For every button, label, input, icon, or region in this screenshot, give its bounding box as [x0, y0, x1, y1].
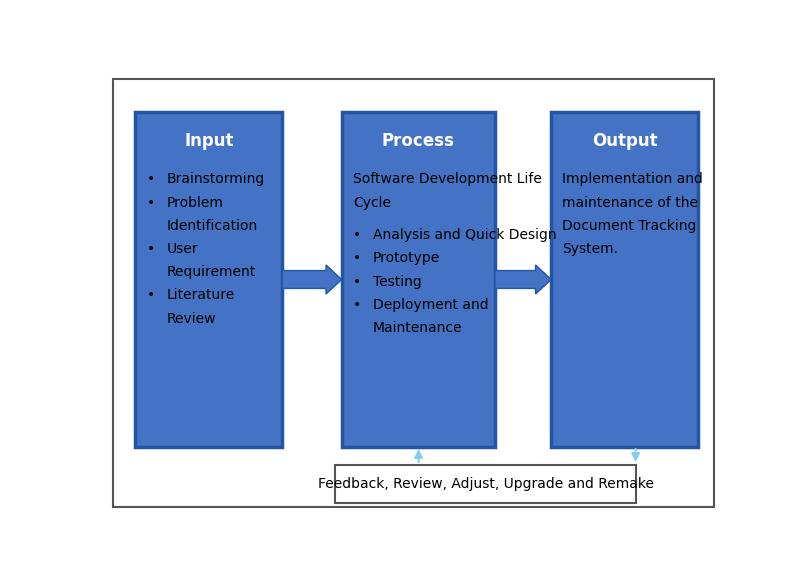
Text: •: •	[353, 228, 362, 242]
Text: Literature: Literature	[166, 288, 235, 302]
Text: •: •	[147, 288, 155, 302]
Text: Software Development Life: Software Development Life	[353, 172, 541, 186]
Text: Document Tracking: Document Tracking	[562, 219, 696, 233]
Text: Identification: Identification	[166, 219, 257, 233]
Text: Review: Review	[166, 311, 216, 325]
Text: Requirement: Requirement	[166, 265, 256, 279]
Polygon shape	[495, 265, 551, 294]
Text: •: •	[353, 251, 362, 265]
Text: •: •	[147, 195, 155, 209]
Text: maintenance of the: maintenance of the	[562, 195, 698, 209]
Text: Implementation and: Implementation and	[562, 172, 704, 186]
Text: •: •	[147, 172, 155, 186]
Text: Input: Input	[184, 132, 233, 150]
Text: Deployment and: Deployment and	[373, 298, 488, 311]
Text: •: •	[147, 242, 155, 256]
Text: Feedback, Review, Adjust, Upgrade and Remake: Feedback, Review, Adjust, Upgrade and Re…	[317, 477, 654, 491]
Polygon shape	[282, 265, 341, 294]
Text: System.: System.	[562, 242, 618, 256]
Bar	[136, 112, 282, 447]
Text: Output: Output	[592, 132, 658, 150]
Text: Analysis and Quick Design: Analysis and Quick Design	[373, 228, 557, 242]
Text: Problem: Problem	[166, 195, 224, 209]
Bar	[336, 465, 636, 503]
Text: •: •	[353, 274, 362, 288]
Text: Brainstorming: Brainstorming	[166, 172, 265, 186]
Text: Process: Process	[382, 132, 454, 150]
Text: Cycle: Cycle	[353, 195, 391, 209]
Text: Testing: Testing	[373, 274, 422, 288]
Bar	[341, 112, 495, 447]
Bar	[551, 112, 698, 447]
Text: •: •	[353, 298, 362, 311]
Text: Prototype: Prototype	[373, 251, 440, 265]
Text: Maintenance: Maintenance	[373, 321, 462, 335]
Text: User: User	[166, 242, 198, 256]
